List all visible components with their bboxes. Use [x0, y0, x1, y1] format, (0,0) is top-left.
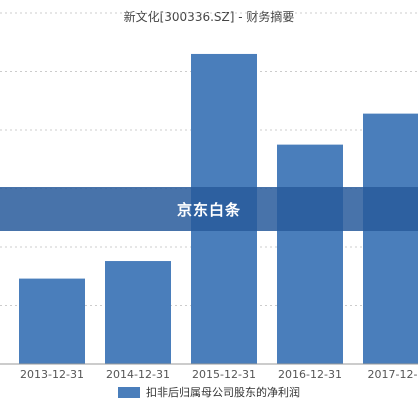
- bar-2016-12-31: [277, 144, 343, 364]
- watermark-banner: 京东白条: [0, 187, 418, 231]
- x-tick-label: 2013-12-31: [20, 368, 84, 381]
- x-tick-label: 2016-12-31: [278, 368, 342, 381]
- x-axis-tick-labels: 2013-12-31 2014-12-31 2015-12-31 2016-12-31…: [20, 368, 418, 381]
- bar-2014-12-31: [105, 261, 171, 364]
- legend-label: 扣非后归属母公司股东的净利润: [146, 386, 300, 399]
- watermark-text: 京东白条: [176, 200, 241, 219]
- x-tick-label: 2014-12-31: [106, 368, 170, 381]
- legend: 扣非后归属母公司股东的净利润: [0, 384, 418, 400]
- x-tick-label: 2017-12-3: [368, 368, 418, 381]
- bar-2017-12-3: [363, 113, 418, 365]
- bar-2013-12-31: [19, 278, 85, 364]
- x-tick-label: 2015-12-31: [192, 368, 256, 381]
- legend-swatch: [118, 386, 140, 398]
